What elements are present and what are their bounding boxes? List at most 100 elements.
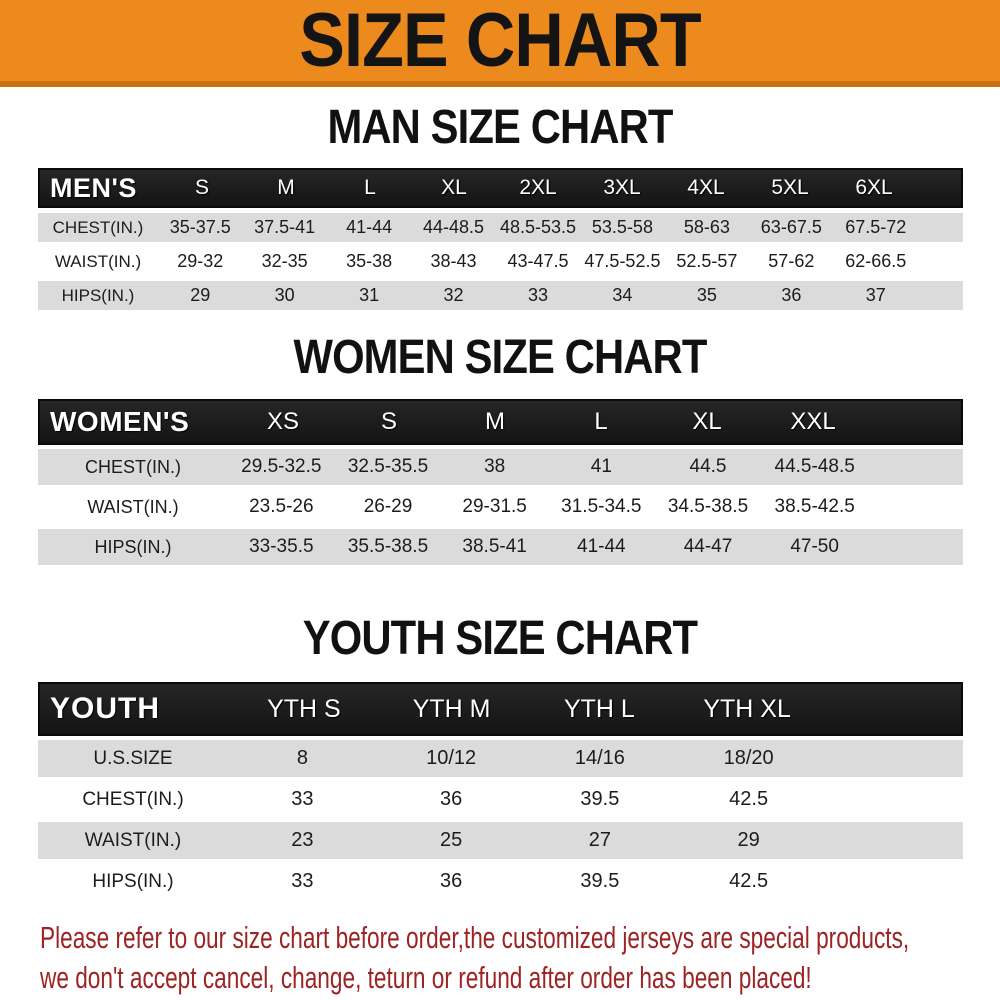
youth-header-row: YOUTH YTH S YTH M YTH L YTH XL xyxy=(38,682,963,736)
value-cell: 53.5-58 xyxy=(591,217,653,237)
value-cell: 39.5 xyxy=(580,870,620,892)
men-column-header: 6XL xyxy=(855,176,893,199)
row-label: CHEST(IN.) xyxy=(85,456,181,477)
men-table-row: WAIST(IN.) 29-32 32-35 35-38 38-43 43-47.5 47.… xyxy=(38,247,963,276)
women-table-row: CHEST(IN.) 29.5-32.5 32.5-35.5 38 41 44.5 44.5… xyxy=(38,449,963,485)
value-cell: 38.5-41 xyxy=(462,536,527,557)
value-cell: 38 xyxy=(484,456,506,477)
value-cell: 47-50 xyxy=(790,536,839,557)
value-cell: 33 xyxy=(527,285,548,305)
youth-table-row: U.S.SIZE 8 10/12 14/16 18/20 xyxy=(38,740,963,777)
women-column-header: S xyxy=(380,408,397,435)
value-cell: 43-47.5 xyxy=(507,251,569,271)
value-cell: 36 xyxy=(781,285,802,305)
value-cell: 63-67.5 xyxy=(760,217,822,237)
value-cell: 62-66.5 xyxy=(845,251,907,271)
row-label: CHEST(IN.) xyxy=(52,217,144,237)
value-cell: 35-38 xyxy=(346,251,393,271)
men-column-header: S xyxy=(194,176,209,199)
disclaimer-line-2: we don't accept cancel, change, teturn o… xyxy=(40,959,812,995)
youth-column-header: YTH XL xyxy=(703,694,791,723)
men-column-header: M xyxy=(277,176,295,199)
size-chart-banner: SIZE CHART xyxy=(0,0,1000,87)
women-column-header: XXL xyxy=(790,408,836,435)
row-label: WAIST(IN.) xyxy=(84,829,182,851)
value-cell: 44-47 xyxy=(683,536,733,557)
value-cell: 33 xyxy=(291,788,314,810)
women-column-header: M xyxy=(485,408,505,435)
value-cell: 26-29 xyxy=(363,496,413,517)
value-cell: 29 xyxy=(190,285,211,305)
men-column-header: 3XL xyxy=(603,176,641,199)
disclaimer-line-1: Please refer to our size chart before or… xyxy=(40,920,910,955)
youth-table-row: CHEST(IN.) 33 36 39.5 42.5 xyxy=(38,781,963,818)
value-cell: 36 xyxy=(440,870,463,892)
men-size-table: MEN'S S M L XL 2XL 3XL 4XL 5XL 6XL CHEST(IN.) 35-37… xyxy=(38,168,963,310)
value-cell: 67.5-72 xyxy=(845,217,907,237)
row-label: WAIST(IN.) xyxy=(54,251,142,271)
men-column-header: 2XL xyxy=(519,176,557,199)
value-cell: 23 xyxy=(291,829,314,851)
value-cell: 33 xyxy=(291,870,314,892)
value-cell: 38.5-42.5 xyxy=(774,496,855,517)
youth-size-table: YOUTH YTH S YTH M YTH L YTH XL U.S.SIZE 8 10/12… xyxy=(38,682,963,900)
youth-table-row: WAIST(IN.) 23 25 27 29 xyxy=(38,822,963,859)
value-cell: 34 xyxy=(612,285,633,305)
value-cell: 29.5-32.5 xyxy=(241,456,322,477)
value-cell: 42.5 xyxy=(729,788,769,810)
youth-header-label: YOUTH xyxy=(50,692,160,725)
row-label: U.S.SIZE xyxy=(93,747,173,769)
men-header-row: MEN'S S M L XL 2XL 3XL 4XL 5XL 6XL xyxy=(38,168,963,208)
value-cell: 44-48.5 xyxy=(423,217,485,237)
men-section-heading: MAN SIZE CHART xyxy=(327,101,673,154)
value-cell: 29 xyxy=(737,829,760,851)
value-cell: 34.5-38.5 xyxy=(667,496,749,517)
men-column-header: 5XL xyxy=(771,176,809,199)
value-cell: 14/16 xyxy=(574,747,625,769)
value-cell: 38-43 xyxy=(430,251,477,271)
women-header-row: WOMEN'S XS S M L XL XXL xyxy=(38,399,963,445)
value-cell: 57-62 xyxy=(768,251,815,271)
value-cell: 29-31.5 xyxy=(462,496,527,517)
women-section-heading: WOMEN SIZE CHART xyxy=(293,331,708,384)
value-cell: 25 xyxy=(440,829,463,851)
value-cell: 30 xyxy=(274,285,295,305)
row-label: HIPS(IN.) xyxy=(61,285,135,305)
men-column-header: XL xyxy=(441,176,467,199)
value-cell: 23.5-26 xyxy=(249,496,314,517)
row-label: HIPS(IN.) xyxy=(94,536,172,557)
youth-column-header: YTH L xyxy=(563,694,635,723)
value-cell: 35 xyxy=(696,285,717,305)
value-cell: 35.5-38.5 xyxy=(347,536,429,557)
value-cell: 31 xyxy=(359,285,380,305)
value-cell: 37 xyxy=(865,285,886,305)
value-cell: 47.5-52.5 xyxy=(584,251,661,271)
value-cell: 27 xyxy=(588,829,611,851)
row-label: HIPS(IN.) xyxy=(92,870,174,892)
men-header-label: MEN'S xyxy=(50,172,137,203)
row-label: CHEST(IN.) xyxy=(82,788,184,810)
value-cell: 44.5 xyxy=(689,456,727,477)
value-cell: 41-44 xyxy=(577,536,626,557)
value-cell: 48.5-53.5 xyxy=(499,217,577,237)
youth-column-header: YTH M xyxy=(412,694,491,723)
women-column-header: XL xyxy=(692,408,722,435)
men-table-row: HIPS(IN.) 29 30 31 32 33 34 35 36 37 xyxy=(38,281,963,310)
women-column-header: L xyxy=(594,408,608,435)
value-cell: 32.5-35.5 xyxy=(347,456,429,477)
value-cell: 35-37.5 xyxy=(169,217,231,237)
value-cell: 42.5 xyxy=(729,870,769,892)
disclaimer-note: Please refer to our size chart before or… xyxy=(40,918,910,997)
youth-column-header: YTH S xyxy=(267,694,341,723)
value-cell: 58-63 xyxy=(683,217,730,237)
value-cell: 32-35 xyxy=(261,251,308,271)
value-cell: 29-32 xyxy=(177,251,224,271)
youth-section-heading: YOUTH SIZE CHART xyxy=(302,612,698,665)
women-size-table: WOMEN'S XS S M L XL XXL CHEST(IN.) 29.5-32.5 32.5… xyxy=(38,399,963,565)
value-cell: 31.5-34.5 xyxy=(561,496,642,517)
value-cell: 33-35.5 xyxy=(249,536,314,557)
value-cell: 10/12 xyxy=(426,747,477,769)
value-cell: 52.5-57 xyxy=(676,251,738,271)
value-cell: 18/20 xyxy=(723,747,774,769)
value-cell: 36 xyxy=(440,788,463,810)
